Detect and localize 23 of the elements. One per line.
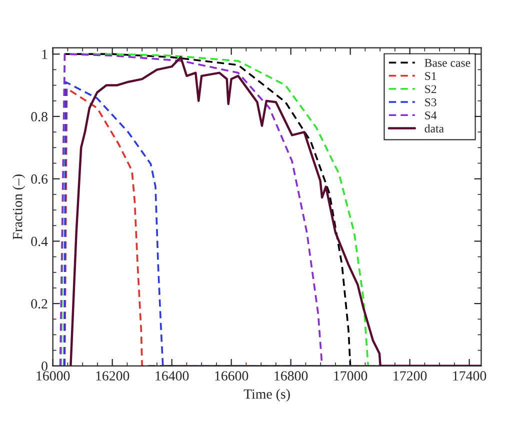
x-axis-title: Time (s) <box>244 388 290 402</box>
x-tick-label: 17400 <box>453 371 486 381</box>
x-tick-label: 17200 <box>394 371 427 381</box>
x-tick-label: 16400 <box>156 371 189 381</box>
legend-label: S4 <box>425 111 437 120</box>
y-tick-label: 0.6 <box>31 174 48 184</box>
y-axis-title: Fraction (–) <box>12 174 26 240</box>
legend-label: S1 <box>425 72 436 80</box>
x-tick-label: 16000 <box>36 371 70 381</box>
legend-label: Base case <box>424 59 470 67</box>
x-tick-label: 16600 <box>215 371 248 381</box>
y-tick-label: 0.8 <box>31 112 48 122</box>
legend-label: S3 <box>425 98 436 106</box>
x-tick-label: 16800 <box>274 371 308 381</box>
y-tick-label: 0.2 <box>31 299 48 309</box>
y-tick-label: 1 <box>42 50 48 59</box>
legend-label: S2 <box>425 85 436 94</box>
x-tick-label: 16200 <box>96 371 130 381</box>
line-series <box>64 53 352 366</box>
legend-label: data <box>424 124 444 133</box>
x-tick-label: 17000 <box>334 371 368 381</box>
y-tick-label: 0.4 <box>31 236 48 246</box>
y-tick-label: 0 <box>42 362 48 371</box>
